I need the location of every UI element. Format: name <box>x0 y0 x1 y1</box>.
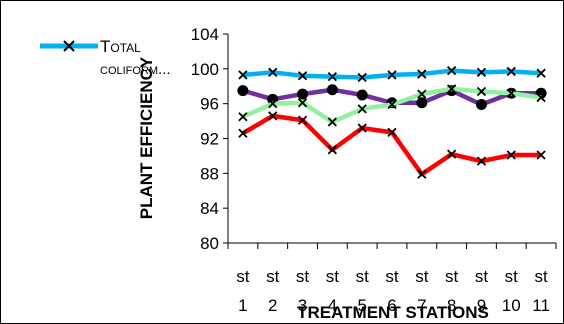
y-tick-label: 92 <box>200 130 219 149</box>
data-point <box>506 150 516 160</box>
data-point <box>357 72 367 83</box>
y-tick-label: 80 <box>200 234 219 253</box>
data-point <box>476 67 487 77</box>
data-point <box>268 67 278 77</box>
data-point <box>416 97 428 109</box>
data-point <box>268 99 278 109</box>
data-point <box>387 70 397 80</box>
x-tick-label-line2: 3 <box>298 296 307 315</box>
data-point <box>297 98 308 108</box>
data-point <box>536 68 546 78</box>
data-point <box>238 112 248 122</box>
data-point <box>417 89 427 99</box>
y-tick-label: 84 <box>200 199 219 218</box>
series-layer <box>237 65 547 179</box>
y-tick-label: 100 <box>191 60 219 79</box>
data-point <box>357 104 367 114</box>
series-1 <box>238 65 546 83</box>
x-tick-label-line2: 10 <box>502 296 521 315</box>
x-tick-label-line2: 8 <box>447 296 456 315</box>
x-tick-label: st <box>415 267 429 286</box>
data-point <box>446 84 457 94</box>
x-tick-label: st <box>236 267 250 286</box>
data-point <box>297 115 308 125</box>
x-tick-label: st <box>475 267 489 286</box>
data-point <box>356 89 368 101</box>
series-4 <box>238 111 546 179</box>
x-tick-label: st <box>326 267 340 286</box>
x-tick-label-line2: 7 <box>417 296 426 315</box>
legend-label-continued: coliform... <box>100 61 171 78</box>
data-point <box>268 111 278 121</box>
data-point <box>327 72 338 82</box>
data-point <box>417 169 427 179</box>
x-tick-label: st <box>534 267 548 286</box>
x-tick-label-line2: 6 <box>387 296 396 315</box>
data-point <box>238 128 248 138</box>
data-point <box>326 84 338 96</box>
data-point <box>506 88 516 98</box>
data-point <box>506 66 516 77</box>
x-tick-label: st <box>266 267 280 286</box>
data-point <box>476 86 487 97</box>
legend-marker-x-icon <box>63 40 75 52</box>
x-tick-label: st <box>505 267 519 286</box>
data-point <box>387 99 397 110</box>
data-point <box>327 145 338 155</box>
y-tick-label: 88 <box>200 164 219 183</box>
data-point <box>475 99 487 111</box>
y-tick-label: 104 <box>191 25 219 44</box>
series-3 <box>238 84 546 127</box>
y-tick-labels: 80 84 88 92 96 100 104 <box>191 25 228 253</box>
x-tick-label-line2: 1 <box>238 296 247 315</box>
data-point <box>237 85 249 97</box>
x-tick-label-line2: 4 <box>328 296 337 315</box>
data-point <box>536 150 546 160</box>
data-point <box>387 127 397 138</box>
legend-label: Total <box>100 37 141 56</box>
data-point <box>357 123 367 133</box>
y-tick-label: 96 <box>200 95 219 114</box>
x-tick-label: st <box>296 267 310 286</box>
data-point <box>446 149 457 159</box>
x-tick-label-line2: 5 <box>357 296 366 315</box>
data-point <box>297 88 309 100</box>
data-point <box>417 69 427 79</box>
series-line <box>241 113 542 177</box>
x-axis-title: TREATMENT STATIONS <box>297 303 489 322</box>
x-tick-label-line2: 11 <box>532 296 550 315</box>
x-tick-label: st <box>356 267 370 286</box>
data-point <box>446 65 457 76</box>
x-tick-label-line2: 9 <box>477 296 486 315</box>
data-point <box>536 92 546 103</box>
legend: Total coliform... <box>40 37 171 78</box>
y-axis-title: PLANT EFFICIENCY <box>137 56 156 219</box>
x-tick-label: st <box>385 267 399 286</box>
data-point <box>327 117 338 127</box>
data-point <box>297 71 308 81</box>
x-tick-label-line2: 2 <box>268 296 277 315</box>
x-tick-labels: st 1 st 2 st 3 st 4 st 5 st 6 st 7 st 8 st 9 st 10 st 11 <box>227 243 557 315</box>
data-point <box>238 70 248 80</box>
x-tick-label: st <box>445 267 459 286</box>
data-point <box>476 156 487 166</box>
